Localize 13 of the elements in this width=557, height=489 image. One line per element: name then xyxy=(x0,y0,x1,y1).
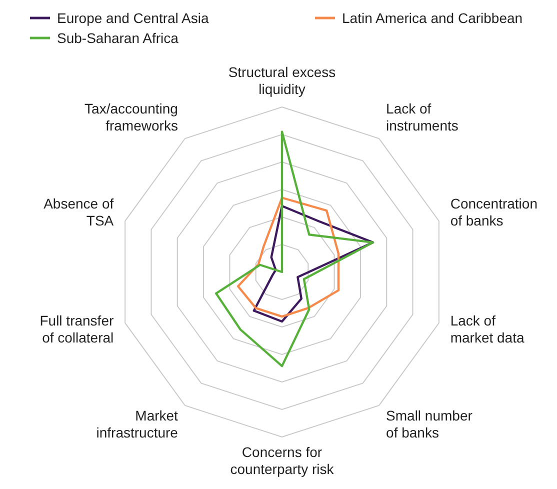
spoke-label: Market infrastructure xyxy=(96,408,178,441)
spoke-label: Lack of market data xyxy=(450,312,524,346)
spoke-label: Full transfer of collateral xyxy=(40,312,114,346)
legend-label: Sub-Saharan Africa xyxy=(57,30,179,46)
spoke-label: Concerns for counterparty risk xyxy=(230,444,335,477)
spoke-label: Lack of instruments xyxy=(386,100,458,134)
legend-label: Europe and Central Asia xyxy=(57,10,209,26)
spoke-label: Small number of banks xyxy=(386,408,473,441)
spoke-label: Concentration of banks xyxy=(450,195,538,228)
spoke-label: Structural excess liquidity xyxy=(228,64,336,97)
legend-label: Latin America and Caribbean xyxy=(342,10,523,26)
spoke-label: Absence of TSA xyxy=(44,195,114,228)
spoke-label: Tax/accounting frameworks xyxy=(84,100,178,134)
